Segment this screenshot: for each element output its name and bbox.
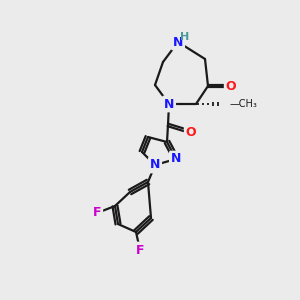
Text: H: H [180, 32, 190, 42]
Text: N: N [173, 35, 183, 49]
Text: F: F [93, 206, 101, 220]
Text: O: O [226, 80, 236, 92]
Text: N: N [171, 152, 181, 166]
Text: O: O [186, 125, 196, 139]
Text: N: N [150, 158, 160, 172]
Text: —CH₃: —CH₃ [230, 99, 258, 109]
Text: N: N [164, 98, 174, 110]
Text: F: F [136, 244, 144, 256]
